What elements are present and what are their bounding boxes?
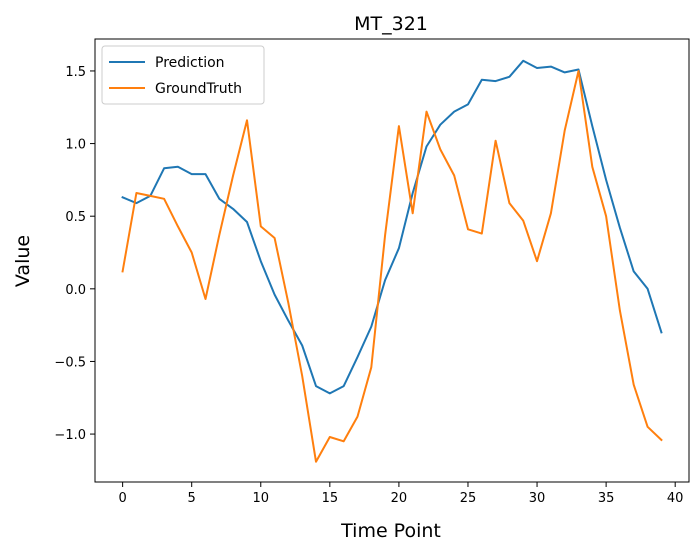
x-tick-label: 5 [188,491,196,506]
y-axis-label: Value [12,235,34,287]
series-line-groundtruth [121,70,663,463]
series-layer [121,59,663,463]
y-tick-label: −1.0 [54,428,86,443]
chart-title: MT_321 [354,13,428,35]
legend-label-prediction: Prediction [155,55,225,71]
y-tick-label: 1.0 [65,138,86,153]
x-tick-label: 25 [460,491,477,506]
ticks-layer: 0 5 10 15 20 25 30 35 40 −1.0 −0.5 0.0 0.5 1.0 1.5 [54,65,683,506]
y-tick-label: 0.5 [65,210,86,225]
x-tick-label: 30 [529,491,546,506]
series-line-prediction [121,59,663,395]
y-tick-label: −0.5 [54,355,86,370]
legend-box [101,45,265,105]
legend-label-groundtruth: GroundTruth [155,81,242,97]
y-tick-label: 1.5 [65,65,86,80]
plot-frame [94,38,690,483]
x-tick-label: 40 [667,491,684,506]
x-axis-label: Time Point [340,520,441,542]
x-tick-label: 10 [252,491,269,506]
x-tick-label: 0 [118,491,126,506]
legend: Prediction GroundTruth [101,45,265,105]
x-tick-label: 20 [391,491,408,506]
x-tick-label: 15 [322,491,339,506]
x-tick-label: 35 [598,491,615,506]
y-tick-label: 0.0 [65,283,86,298]
